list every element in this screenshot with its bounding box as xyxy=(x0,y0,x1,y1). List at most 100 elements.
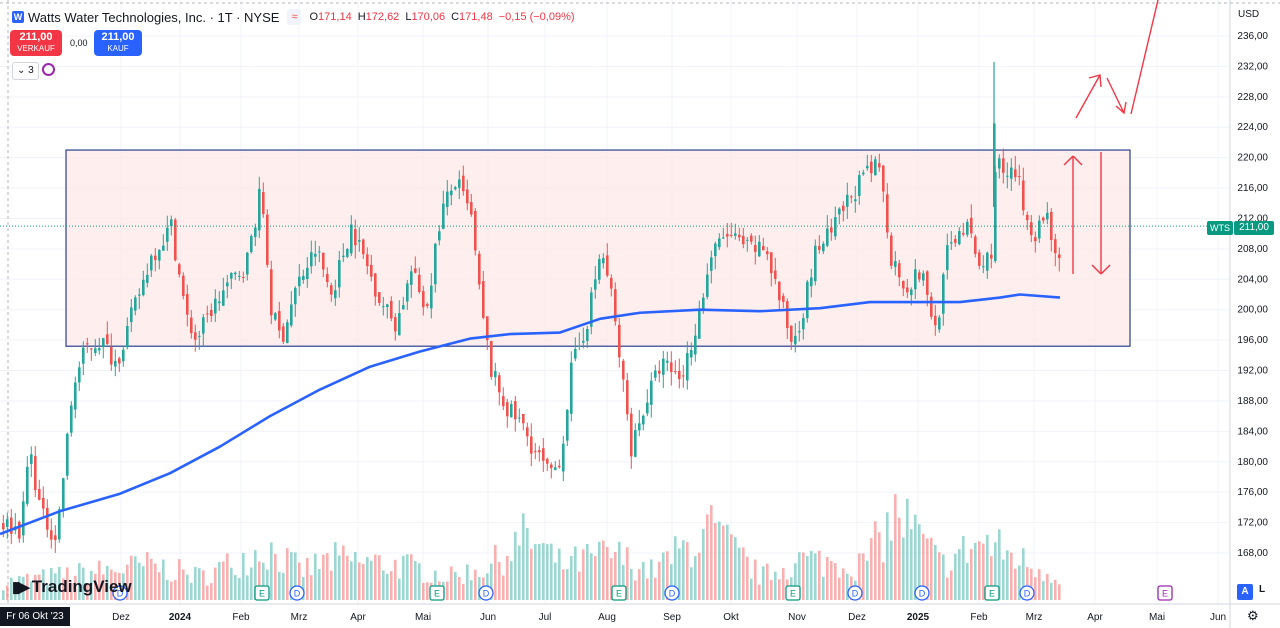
symbol-title[interactable]: Watts Water Technologies, Inc. · 1T · NY… xyxy=(28,9,280,25)
gear-icon[interactable]: ⚙ xyxy=(1247,608,1259,623)
volume-bar xyxy=(466,564,469,600)
candle-body xyxy=(74,382,77,410)
candle-body xyxy=(218,301,221,304)
volume-bar xyxy=(658,561,661,600)
volume-bar xyxy=(562,569,565,600)
candle-body xyxy=(822,243,825,252)
volume-bar xyxy=(1050,582,1053,600)
volume-bar xyxy=(70,582,73,600)
volume-bar xyxy=(406,554,409,600)
candle-body xyxy=(758,241,761,257)
candle-body xyxy=(798,331,801,333)
candle-body xyxy=(82,347,85,364)
currency-label[interactable]: USD xyxy=(1238,9,1260,20)
candle-body xyxy=(62,478,65,510)
candle-body xyxy=(426,304,429,307)
volume-bar xyxy=(390,571,393,600)
price-tick: 236,00 xyxy=(1237,31,1268,42)
candle-body xyxy=(642,415,645,425)
volume-bar xyxy=(586,543,589,600)
volume-bar xyxy=(142,566,145,600)
candle-body xyxy=(398,312,401,336)
price-range-box xyxy=(65,149,1131,347)
candle-body xyxy=(26,466,29,504)
candle-body xyxy=(242,276,245,278)
ohlc-close: C171,48 xyxy=(451,11,493,23)
volume-bar xyxy=(338,555,341,600)
candle-body xyxy=(538,450,541,453)
volume-bar xyxy=(930,537,933,600)
earnings-icon xyxy=(785,585,801,601)
candle-body xyxy=(1022,180,1025,211)
candle-body xyxy=(570,362,573,414)
sell-button[interactable]: 211,00 VERKAUF xyxy=(10,30,62,56)
volume-bar xyxy=(306,557,309,600)
candle-body xyxy=(994,172,997,262)
moving-average-line xyxy=(0,293,1061,536)
volume-bar xyxy=(186,574,189,600)
candle-body xyxy=(890,235,893,266)
volume-bar xyxy=(366,557,369,600)
candle-body xyxy=(598,259,601,280)
volume-bar xyxy=(634,580,637,600)
volume-bar xyxy=(1014,568,1017,600)
indicator-toggle[interactable]: ⌄ 3 xyxy=(12,62,39,80)
candle-body xyxy=(514,401,517,420)
sync-icon[interactable] xyxy=(42,63,55,76)
dividend-icon xyxy=(664,585,680,601)
candle-body xyxy=(114,360,117,367)
annotation-arrowhead xyxy=(1063,155,1074,166)
volume-bar xyxy=(130,555,133,600)
volume-bar xyxy=(238,578,241,600)
candle-body xyxy=(650,380,653,405)
compare-tag[interactable]: ≈ xyxy=(287,9,302,25)
candle-body xyxy=(590,292,593,327)
volume-bar xyxy=(150,558,153,600)
candle-body xyxy=(446,191,449,207)
volume-bar xyxy=(542,543,545,600)
annotation-projection xyxy=(1130,0,1159,115)
volume-bar xyxy=(818,550,821,600)
volume-bar xyxy=(226,553,229,600)
candle-body xyxy=(310,252,313,267)
volume-bar xyxy=(2,590,5,600)
volume-bar xyxy=(74,575,77,600)
event-marker-e: E xyxy=(984,585,1000,601)
candle-body xyxy=(1026,214,1029,221)
volume-bar xyxy=(374,554,377,600)
volume-bar xyxy=(754,559,757,600)
volume-bar xyxy=(266,569,269,600)
volume-bar xyxy=(206,585,209,600)
annotation-arrowhead xyxy=(1088,74,1102,88)
auto-scale-button[interactable]: A xyxy=(1237,584,1253,600)
volume-bar xyxy=(202,570,205,600)
log-scale-button[interactable]: L xyxy=(1259,584,1266,595)
volume-bar xyxy=(302,577,305,600)
candle-body xyxy=(582,340,585,343)
candle-body xyxy=(54,535,57,541)
candle-body xyxy=(1014,169,1017,178)
volume-bar xyxy=(898,517,901,600)
candle-body xyxy=(926,271,929,295)
volume-bar xyxy=(578,571,581,600)
volume-bar xyxy=(554,562,557,600)
candle-body xyxy=(154,255,157,261)
candle-body xyxy=(794,335,797,345)
candle-body xyxy=(978,252,981,266)
candle-body xyxy=(542,448,545,461)
candle-body xyxy=(878,163,881,168)
volume-bar xyxy=(1006,550,1009,600)
candle-body xyxy=(714,243,717,257)
time-tick: Jun xyxy=(480,612,496,623)
candle-body xyxy=(786,301,789,329)
event-marker-e: E xyxy=(611,585,627,601)
buy-button[interactable]: 211,00 KAUF xyxy=(94,30,142,56)
event-label: D xyxy=(669,589,676,599)
volume-bar xyxy=(698,552,701,600)
candle-body xyxy=(338,260,341,288)
candle-body xyxy=(762,245,765,251)
candle-body xyxy=(278,311,281,331)
volume-bar xyxy=(714,523,717,600)
candle-body xyxy=(906,287,909,293)
